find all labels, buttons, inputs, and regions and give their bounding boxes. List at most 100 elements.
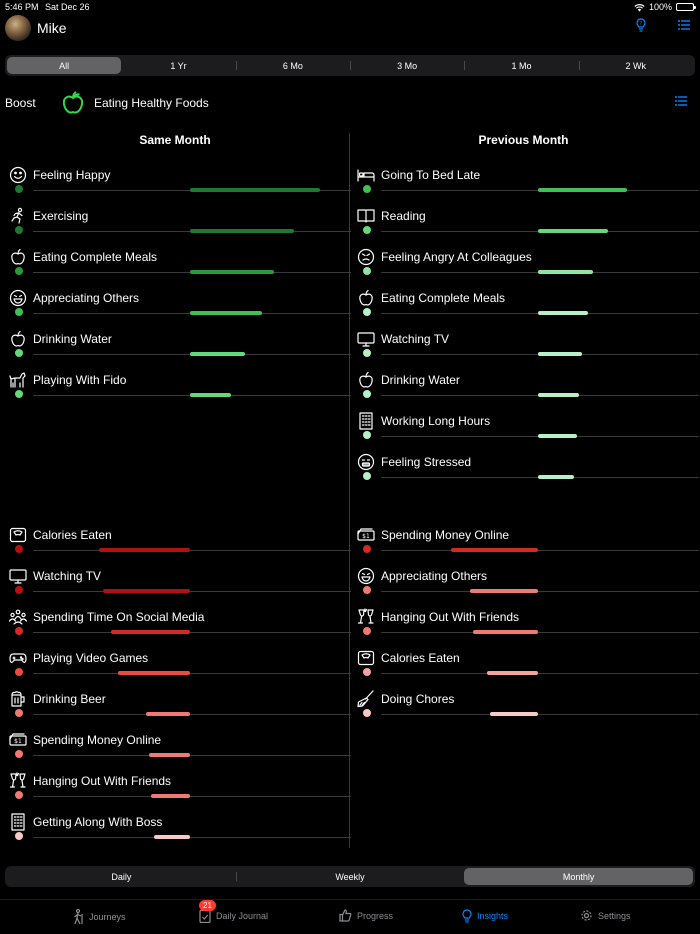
item-label: Hanging Out With Friends bbox=[381, 610, 520, 624]
list-item[interactable]: Eating Complete Meals bbox=[5, 242, 351, 283]
strength-bar bbox=[473, 630, 538, 634]
tab-journeys[interactable]: Journeys bbox=[72, 909, 126, 925]
tv-icon bbox=[9, 569, 27, 584]
list-item[interactable]: Appreciating Others bbox=[5, 283, 351, 324]
boost-label: Boost bbox=[5, 96, 36, 110]
status-dot bbox=[15, 267, 23, 275]
tab-insights[interactable]: Insights bbox=[462, 909, 508, 923]
bar-track bbox=[381, 714, 699, 715]
hamburger-menu-icon[interactable] bbox=[678, 20, 690, 30]
avatar[interactable] bbox=[5, 15, 31, 41]
status-bar: 5:46 PM Sat Dec 26 100% bbox=[0, 0, 700, 14]
list-item[interactable]: $1 Spending Money Online bbox=[353, 520, 699, 561]
scale-icon bbox=[357, 650, 375, 666]
period-tab-weekly[interactable]: Weekly bbox=[235, 868, 465, 885]
hiker-icon bbox=[74, 909, 83, 925]
range-tab-6-mo[interactable]: 6 Mo bbox=[235, 57, 350, 74]
strength-bar bbox=[190, 270, 274, 274]
item-label: Playing Video Games bbox=[33, 651, 149, 665]
column-divider bbox=[349, 133, 350, 848]
boost-row[interactable]: Boost Eating Healthy Foods bbox=[5, 88, 695, 118]
stressed-face-icon bbox=[357, 453, 375, 471]
list-item[interactable]: Playing Video Games bbox=[5, 643, 351, 684]
status-dot bbox=[363, 668, 371, 676]
tv-icon bbox=[357, 332, 375, 347]
range-tab-1-mo[interactable]: 1 Mo bbox=[464, 57, 578, 74]
list-item[interactable]: Appreciating Others bbox=[353, 561, 699, 602]
previous-month-positive-list: Going To Bed Late Reading Feeling Angry At… bbox=[353, 160, 699, 488]
strength-bar bbox=[190, 352, 245, 356]
status-dot bbox=[15, 709, 23, 717]
strength-bar bbox=[190, 229, 294, 233]
status-dot bbox=[15, 791, 23, 799]
list-item[interactable]: Working Long Hours bbox=[353, 406, 699, 447]
strength-bar bbox=[538, 352, 582, 356]
same-month-negative-list: Calories Eaten Watching TV Spending Time O… bbox=[5, 520, 351, 848]
battery-icon bbox=[676, 3, 696, 11]
tab-daily-journal[interactable]: 21 Daily Journal bbox=[199, 900, 268, 923]
list-item[interactable]: Hanging Out With Friends bbox=[5, 766, 351, 807]
list-item[interactable]: Calories Eaten bbox=[5, 520, 351, 561]
period-tab-monthly[interactable]: Monthly bbox=[464, 868, 694, 885]
list-item[interactable]: Watching TV bbox=[5, 561, 351, 602]
tab-progress[interactable]: Progress bbox=[339, 909, 393, 922]
list-item[interactable]: Reading bbox=[353, 201, 699, 242]
list-item[interactable]: Feeling Angry At Colleagues bbox=[353, 242, 699, 283]
profile-header[interactable]: Mike bbox=[5, 14, 67, 42]
list-item[interactable]: Exercising bbox=[5, 201, 351, 242]
list-item[interactable]: Hanging Out With Friends bbox=[353, 602, 699, 643]
bar-track bbox=[33, 550, 351, 551]
gear-icon bbox=[581, 910, 592, 921]
list-item[interactable]: Spending Time On Social Media bbox=[5, 602, 351, 643]
range-tab-2-wk[interactable]: 2 Wk bbox=[578, 57, 693, 74]
bar-track bbox=[33, 591, 351, 592]
item-label: Watching TV bbox=[381, 332, 450, 346]
list-item[interactable]: Watching TV bbox=[353, 324, 699, 365]
list-item[interactable]: Drinking Water bbox=[5, 324, 351, 365]
list-item[interactable]: Drinking Beer bbox=[5, 684, 351, 725]
hamburger-menu-icon[interactable] bbox=[675, 96, 687, 106]
status-dot bbox=[15, 832, 23, 840]
list-item[interactable]: Drinking Water bbox=[353, 365, 699, 406]
status-date: Sat Dec 26 bbox=[45, 2, 90, 12]
question-bulb-icon[interactable]: ? bbox=[636, 18, 646, 32]
status-dot bbox=[15, 627, 23, 635]
column-header-same-month: Same Month bbox=[139, 133, 211, 147]
item-label: Reading bbox=[381, 209, 426, 223]
status-dot bbox=[363, 627, 371, 635]
list-item[interactable]: $1 Spending Money Online bbox=[5, 725, 351, 766]
status-time: 5:46 PM bbox=[5, 2, 39, 12]
status-dot bbox=[15, 226, 23, 234]
status-dot bbox=[15, 185, 23, 193]
strength-bar bbox=[538, 188, 627, 192]
list-item[interactable]: Playing With Fido bbox=[5, 365, 351, 406]
item-label: Drinking Water bbox=[33, 332, 112, 346]
list-item[interactable]: Feeling Stressed bbox=[353, 447, 699, 488]
status-dot bbox=[363, 185, 371, 193]
apple-icon bbox=[11, 248, 25, 265]
item-label: Hanging Out With Friends bbox=[33, 774, 172, 788]
strength-bar bbox=[490, 712, 538, 716]
tab-bar: Journeys 21 Daily Journal Progress Insig… bbox=[0, 899, 700, 934]
status-dot bbox=[363, 586, 371, 594]
range-tab-3-mo[interactable]: 3 Mo bbox=[349, 57, 464, 74]
list-item[interactable]: Getting Along With Boss bbox=[5, 807, 351, 848]
list-item[interactable]: Doing Chores bbox=[353, 684, 699, 725]
range-tab-all[interactable]: All bbox=[7, 57, 122, 74]
list-item[interactable]: Feeling Happy bbox=[5, 160, 351, 201]
period-tab-daily[interactable]: Daily bbox=[111, 871, 132, 882]
bed-icon bbox=[357, 169, 375, 182]
list-item[interactable]: Eating Complete Meals bbox=[353, 283, 699, 324]
wifi-icon bbox=[634, 3, 645, 11]
strength-bar bbox=[538, 229, 608, 233]
tab-settings[interactable]: Settings bbox=[580, 909, 631, 922]
range-tab-1-yr[interactable]: 1 Yr bbox=[170, 60, 187, 71]
svg-text:?: ? bbox=[640, 21, 643, 27]
tab-label: Progress bbox=[357, 910, 394, 921]
list-item[interactable]: Calories Eaten bbox=[353, 643, 699, 684]
strength-bar bbox=[118, 671, 190, 675]
item-label: Doing Chores bbox=[381, 692, 455, 706]
item-label: Calories Eaten bbox=[33, 528, 112, 542]
list-item[interactable]: Going To Bed Late bbox=[353, 160, 699, 201]
status-dot bbox=[15, 545, 23, 553]
